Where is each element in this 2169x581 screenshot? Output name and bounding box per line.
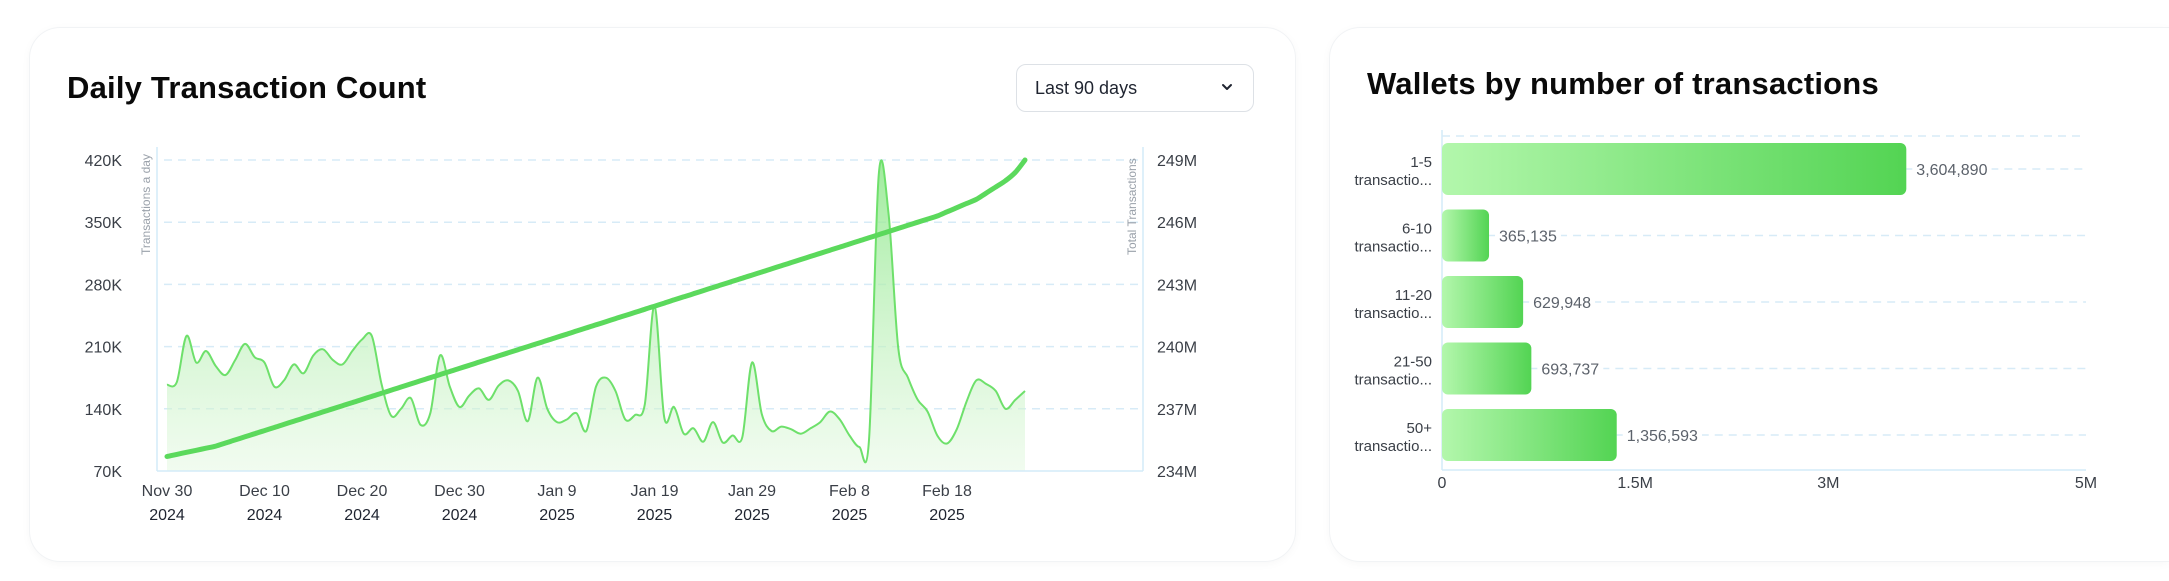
bar (1442, 276, 1524, 328)
x-tick-label: Nov 30 (142, 483, 193, 500)
bar-category-label-line2: transactio... (1354, 239, 1432, 256)
y-tick-label: 280K (85, 277, 123, 294)
bar-category-label: 1-5 (1410, 154, 1432, 171)
x-tick-year-label: 2024 (344, 507, 380, 524)
daily-transaction-title: Daily Transaction Count (67, 70, 427, 105)
bar-value-label-bg (1622, 427, 1703, 446)
period-dropdown-value: Last 90 days (1035, 78, 1138, 98)
x-tick-label: Jan 19 (630, 483, 678, 500)
y2-axis-title: Total Transactions (1125, 158, 1139, 255)
y2-tick-label: 234M (1157, 464, 1197, 481)
bar-x-tick-label: 0 (1438, 475, 1447, 492)
y2-tick-label: 237M (1157, 402, 1197, 419)
bar-category-label: 21-50 (1394, 354, 1432, 371)
bar-value-label: 3,604,890 (1916, 162, 1987, 179)
x-tick-label: Jan 9 (537, 483, 576, 500)
bar-category-label-line2: transactio... (1354, 372, 1432, 389)
x-tick-label: Dec 20 (337, 483, 388, 500)
bar-category-label-line2: transactio... (1354, 438, 1432, 455)
y2-tick-label: 249M (1157, 153, 1197, 170)
x-tick-year-label: 2025 (734, 507, 770, 524)
x-tick-year-label: 2024 (149, 507, 185, 524)
x-tick-year-label: 2025 (832, 507, 868, 524)
bar-value-label: 365,135 (1499, 229, 1557, 246)
bar-x-tick-label: 5M (2075, 475, 2097, 492)
y-tick-label: 210K (85, 340, 123, 357)
y-tick-label: 350K (85, 215, 123, 232)
x-tick-year-label: 2024 (442, 507, 478, 524)
daily-transaction-card: Daily Transaction Count Last 90 days (30, 28, 1295, 561)
x-tick-label: Feb 8 (829, 483, 870, 500)
bar-value-label-bg (1537, 360, 1604, 380)
bar-value-label-bg (1529, 294, 1596, 313)
bar-x-tick-label: 3M (1817, 475, 1839, 492)
bar (1442, 143, 1907, 195)
bar (1442, 342, 1532, 395)
y-tick-label: 70K (94, 464, 123, 481)
bar-value-label: 1,356,593 (1627, 428, 1698, 445)
bar-category-label: 6-10 (1402, 221, 1432, 238)
bar-value-label-bg (1495, 227, 1561, 247)
period-dropdown[interactable]: Last 90 days (1016, 64, 1254, 112)
bar-category-label-line2: transactio... (1354, 172, 1432, 189)
chevron-down-icon (1222, 84, 1232, 90)
y2-tick-label: 240M (1157, 340, 1197, 357)
x-tick-year-label: 2024 (247, 507, 283, 524)
y2-tick-label: 243M (1157, 277, 1197, 294)
bar-category-label-line2: transactio... (1354, 305, 1432, 322)
bar-value-label-bg (1912, 161, 1992, 180)
x-tick-label: Dec 30 (434, 483, 485, 500)
bar-category-label: 50+ (1407, 420, 1433, 437)
y-tick-label: 420K (85, 153, 123, 170)
bar-value-label: 693,737 (1541, 362, 1599, 379)
x-tick-label: Jan 29 (728, 483, 776, 500)
x-tick-year-label: 2025 (929, 507, 965, 524)
bar-category-label: 11-20 (1395, 287, 1432, 304)
daily-transactions-line (166, 159, 1026, 464)
x-tick-year-label: 2025 (539, 507, 575, 524)
y2-tick-label: 246M (1157, 215, 1197, 232)
x-tick-label: Dec 10 (239, 483, 290, 500)
y-axis-title: Transactions a day (139, 154, 153, 255)
x-tick-label: Feb 18 (922, 483, 972, 500)
x-tick-year-label: 2025 (637, 507, 673, 524)
bar-value-label: 629,948 (1533, 295, 1591, 312)
bar-x-tick-label: 1.5M (1617, 475, 1653, 492)
bar (1442, 209, 1490, 262)
bar (1442, 409, 1617, 461)
y-tick-label: 140K (85, 402, 123, 419)
wallets-title: Wallets by number of transactions (1367, 66, 1879, 101)
total-transactions-line (164, 157, 1028, 459)
